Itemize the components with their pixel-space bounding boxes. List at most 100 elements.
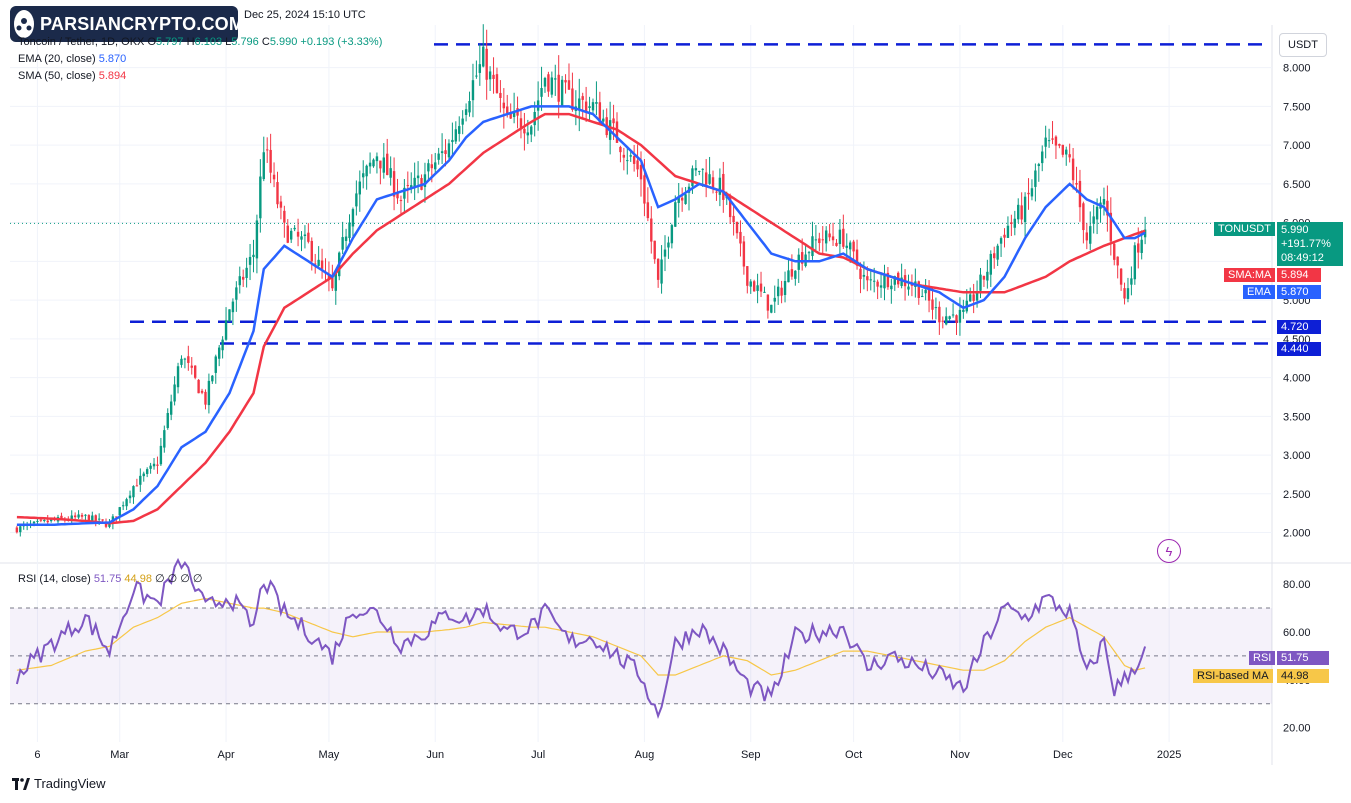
candle — [495, 67, 499, 94]
candle — [293, 225, 296, 232]
candle — [440, 133, 444, 164]
candle — [344, 228, 348, 251]
candle — [797, 248, 800, 283]
candle — [224, 307, 228, 341]
candle — [759, 271, 763, 298]
candle — [996, 243, 999, 266]
candle — [1006, 216, 1010, 239]
candle — [530, 125, 533, 143]
candle — [1003, 228, 1006, 248]
candle — [1051, 121, 1054, 145]
candle — [296, 218, 300, 247]
candle — [300, 231, 303, 252]
low-value: 5.796 — [231, 36, 259, 48]
x-tick-label: 6 — [34, 749, 40, 761]
rsi-legend-value: 51.75 — [93, 573, 122, 585]
candle — [626, 146, 629, 175]
candle — [993, 246, 996, 269]
ema-legend[interactable]: EMA (20, close) 5.870 — [18, 53, 126, 65]
watermark-logo: PARSIANCRYPTO.COM — [10, 6, 244, 42]
candle — [375, 152, 379, 174]
candle — [646, 187, 650, 222]
candle — [502, 88, 506, 129]
candle — [1030, 179, 1034, 201]
candle — [1047, 128, 1051, 148]
candle — [732, 204, 735, 236]
candle — [437, 147, 440, 165]
lightning-icon[interactable]: ϟ — [1157, 539, 1181, 563]
current-price-tag: 5.990 +191.77% 08:49:12 — [1277, 222, 1343, 266]
candle — [516, 96, 519, 129]
candle — [962, 299, 965, 319]
candle — [924, 278, 927, 301]
candle — [663, 235, 667, 272]
sma-legend-label: SMA (50, close) — [18, 70, 96, 82]
candle — [163, 425, 166, 453]
candle — [248, 243, 252, 281]
candle — [934, 297, 938, 320]
candle — [763, 286, 766, 293]
candle — [1027, 178, 1030, 210]
rsi-ma-legend-value: 44.98 — [124, 573, 152, 585]
ema-tag-label: EMA — [1243, 285, 1275, 299]
candle — [145, 467, 149, 478]
candle — [416, 161, 420, 194]
candle — [125, 497, 128, 511]
candle — [972, 283, 975, 314]
candle — [399, 195, 403, 216]
candle — [951, 303, 955, 318]
candle — [488, 66, 492, 92]
candle — [818, 232, 821, 252]
x-tick-label: Aug — [635, 749, 655, 761]
candle — [509, 103, 512, 120]
candle — [197, 379, 200, 394]
candle — [1017, 198, 1020, 223]
candle — [866, 266, 869, 292]
candle — [554, 64, 557, 96]
candle — [859, 262, 862, 294]
candle — [581, 92, 584, 119]
candle — [255, 214, 259, 274]
candle — [266, 137, 269, 163]
candle — [722, 161, 725, 213]
candle — [842, 214, 845, 249]
y-tick-label: 7.000 — [1283, 140, 1311, 152]
candle — [708, 156, 711, 185]
currency-selector[interactable]: USDT — [1279, 33, 1327, 57]
tradingview-logo-icon — [12, 777, 30, 790]
open-label: O — [147, 36, 156, 48]
sma-legend[interactable]: SMA (50, close) 5.894 — [18, 70, 126, 82]
x-tick-label: Dec — [1053, 749, 1073, 761]
rsi-legend[interactable]: RSI (14, close) 51.75 44.98 ∅ ∅ ∅ ∅ — [18, 572, 203, 585]
candle — [955, 314, 958, 336]
candle — [540, 66, 543, 111]
candle — [372, 158, 375, 168]
candle — [19, 524, 22, 537]
candle — [605, 108, 608, 138]
rsi-legend-extra: ∅ ∅ ∅ ∅ — [155, 573, 203, 585]
candle — [945, 307, 948, 326]
candle — [989, 250, 992, 287]
header-ohlc: Toncoin / Tether, 1D, OKX O5.797 H6.103 … — [18, 36, 382, 48]
candle — [317, 246, 320, 267]
candle — [204, 389, 207, 410]
candle — [927, 280, 931, 313]
sma-legend-value: 5.894 — [98, 70, 127, 82]
candle — [276, 171, 279, 209]
candle — [519, 109, 523, 139]
candle — [84, 514, 87, 521]
y-tick-label: 2.500 — [1283, 489, 1311, 501]
x-tick-label: Nov — [950, 749, 970, 761]
candle — [80, 512, 84, 520]
candle — [1123, 282, 1126, 305]
candle — [931, 286, 934, 320]
y-tick-label: 6.500 — [1283, 179, 1311, 191]
candle — [351, 207, 355, 238]
candle — [982, 275, 986, 287]
candle — [478, 44, 482, 86]
candle — [358, 170, 361, 212]
candle — [290, 228, 293, 243]
candle — [193, 365, 197, 380]
candle — [262, 136, 265, 182]
